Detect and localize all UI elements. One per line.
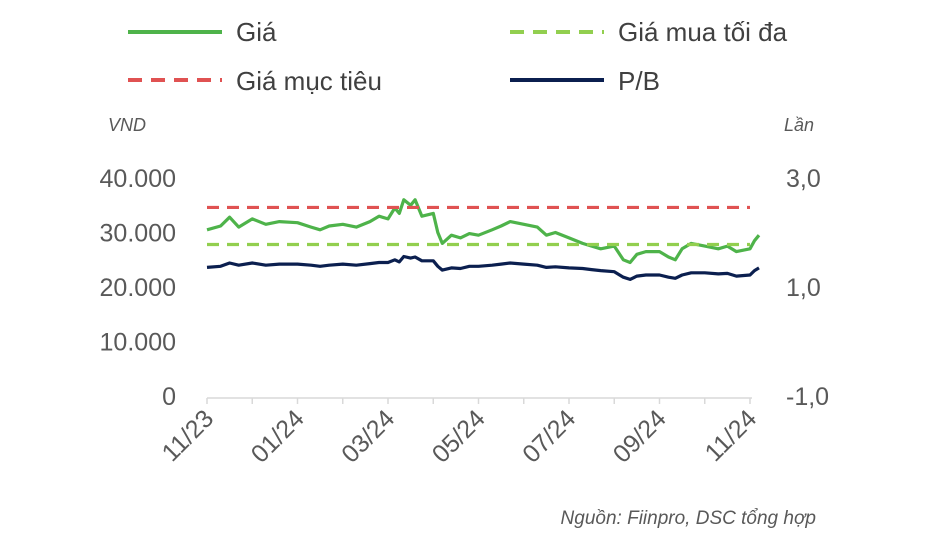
series-line-3 [206, 254, 760, 281]
x-tick-label: 09/24 [608, 404, 672, 468]
x-axis: 11/23 01/24 03/24 05/24 07/24 09/24 11/24 [157, 397, 763, 468]
x-tick-label: 07/24 [517, 404, 581, 468]
legend: Giá Giá mua tối đa Giá mục tiêu P/B [128, 17, 788, 96]
x-tick-label: 11/23 [157, 404, 220, 467]
y-right-tick-label: 1,0 [786, 274, 821, 302]
x-tick-label: 01/24 [246, 404, 310, 468]
y-left-unit-label: VND [108, 115, 146, 135]
legend-label-gia: Giá [236, 17, 277, 47]
legend-label-gia-mua-toi-da: Giá mua tối đa [618, 17, 788, 47]
source-note: Nguồn: Fiinpro, DSC tổng hợp [561, 508, 816, 529]
legend-label-pb: P/B [618, 66, 660, 96]
series-line-0 [206, 198, 761, 265]
x-tick-label: 11/24 [700, 404, 763, 467]
y-left-tick-label: 40.000 [100, 165, 176, 193]
y-right-tick-label: 3,0 [786, 165, 821, 193]
y-left-tick-label: 20.000 [100, 274, 176, 302]
y-right-tick-labels: -1,0 1,0 3,0 [786, 165, 829, 411]
y-left-tick-label: 10.000 [100, 329, 176, 357]
y-right-unit-label: Lần [784, 115, 814, 135]
y-right-tick-label: -1,0 [786, 383, 829, 411]
y-left-tick-labels: 0 10.000 20.000 30.000 40.000 [100, 165, 176, 411]
x-tick-label: 03/24 [336, 404, 400, 468]
plot-area [206, 198, 761, 281]
x-tick-label: 05/24 [427, 404, 491, 468]
y-left-tick-label: 0 [162, 383, 176, 411]
y-left-tick-label: 30.000 [100, 220, 176, 248]
legend-label-gia-muc-tieu: Giá mục tiêu [236, 66, 382, 96]
